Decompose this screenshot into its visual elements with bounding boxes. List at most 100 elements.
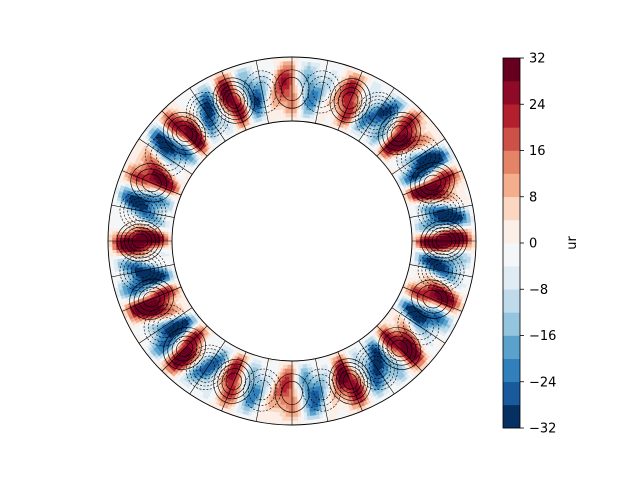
field-cell [163,242,169,246]
field-cell [287,116,291,122]
field-cell [286,376,290,382]
field-cell [297,412,302,418]
field-cell [415,238,421,242]
field-cell [291,404,296,410]
field-cell [303,412,308,417]
field-cell [294,100,298,106]
field-cell [291,392,295,398]
field-cell [276,408,281,413]
field-cell [294,92,298,98]
field-cell [291,80,295,86]
field-cell [289,384,293,390]
field-cell [291,360,295,366]
field-cell [287,364,291,370]
field-cell [415,240,421,244]
field-cell [439,238,445,242]
field-cell [293,116,297,122]
field-cell [294,368,297,374]
field-cell [119,243,125,248]
field-cell [291,92,295,98]
field-cell [439,243,445,247]
field-cell [289,84,293,90]
field-cell [443,238,449,242]
field-cell [289,116,293,122]
field-cell [297,64,302,70]
field-cell [115,240,121,245]
field-cell [287,360,291,366]
field-cell [297,84,301,90]
field-cell [285,68,290,74]
field-cell [286,88,290,94]
field-cell [159,240,165,244]
field-cell [293,360,297,366]
field-cell [411,244,417,248]
field-cell [135,243,141,247]
field-cell [159,238,165,242]
field-cell [282,376,286,382]
field-cell [291,368,295,374]
field-cell [296,384,300,390]
field-cell [291,396,295,402]
field-cell [289,376,293,382]
field-cell [288,404,293,410]
field-cell [289,392,293,398]
field-cell [415,242,421,246]
field-cell [283,388,288,394]
field-cell [294,64,299,70]
field-cell [443,235,449,239]
field-cell [286,100,290,106]
field-cell [415,245,421,248]
field-cell [294,72,299,78]
field-cell [419,243,425,246]
field-cell [139,243,145,247]
field-cell [291,388,295,394]
field-cell [135,235,141,239]
field-cell [439,235,445,239]
field-cell [291,412,296,418]
field-cell [289,88,293,94]
field-cell [294,68,299,74]
field-cell [303,65,308,70]
field-cell [279,65,284,70]
field-cell [296,108,300,114]
field-cell [289,100,293,106]
field-cell [300,412,305,417]
field-cell [289,360,293,366]
field-cell [303,69,308,74]
field-cell [291,108,295,114]
field-cell [294,396,298,402]
field-cell [167,240,173,244]
field-cell [294,104,297,110]
field-cell [411,240,417,244]
field-cell [155,243,161,246]
field-cell [279,412,284,417]
field-cell [273,407,278,413]
field-cell [282,412,287,418]
field-cell [116,225,121,230]
field-cell [167,238,173,242]
field-cell [282,404,287,410]
field-cell [280,77,284,82]
field-cell [288,412,293,418]
field-cell [289,396,293,402]
field-cell [289,80,293,86]
field-cell [297,72,302,78]
field-cell [284,92,288,98]
field-cell [288,72,293,78]
field-cell [294,108,297,114]
field-cell [289,108,293,114]
field-cell [306,65,311,71]
field-cell [159,243,165,246]
field-cell [285,412,290,418]
field-cell [116,222,122,227]
field-cell [294,80,298,86]
field-cell [287,104,290,110]
field-cell [289,388,293,394]
field-cell [140,227,145,231]
field-cell [439,240,445,244]
field-cell [297,392,301,398]
field-cell [291,116,295,122]
field-cell [423,236,429,239]
field-cell [163,234,169,237]
